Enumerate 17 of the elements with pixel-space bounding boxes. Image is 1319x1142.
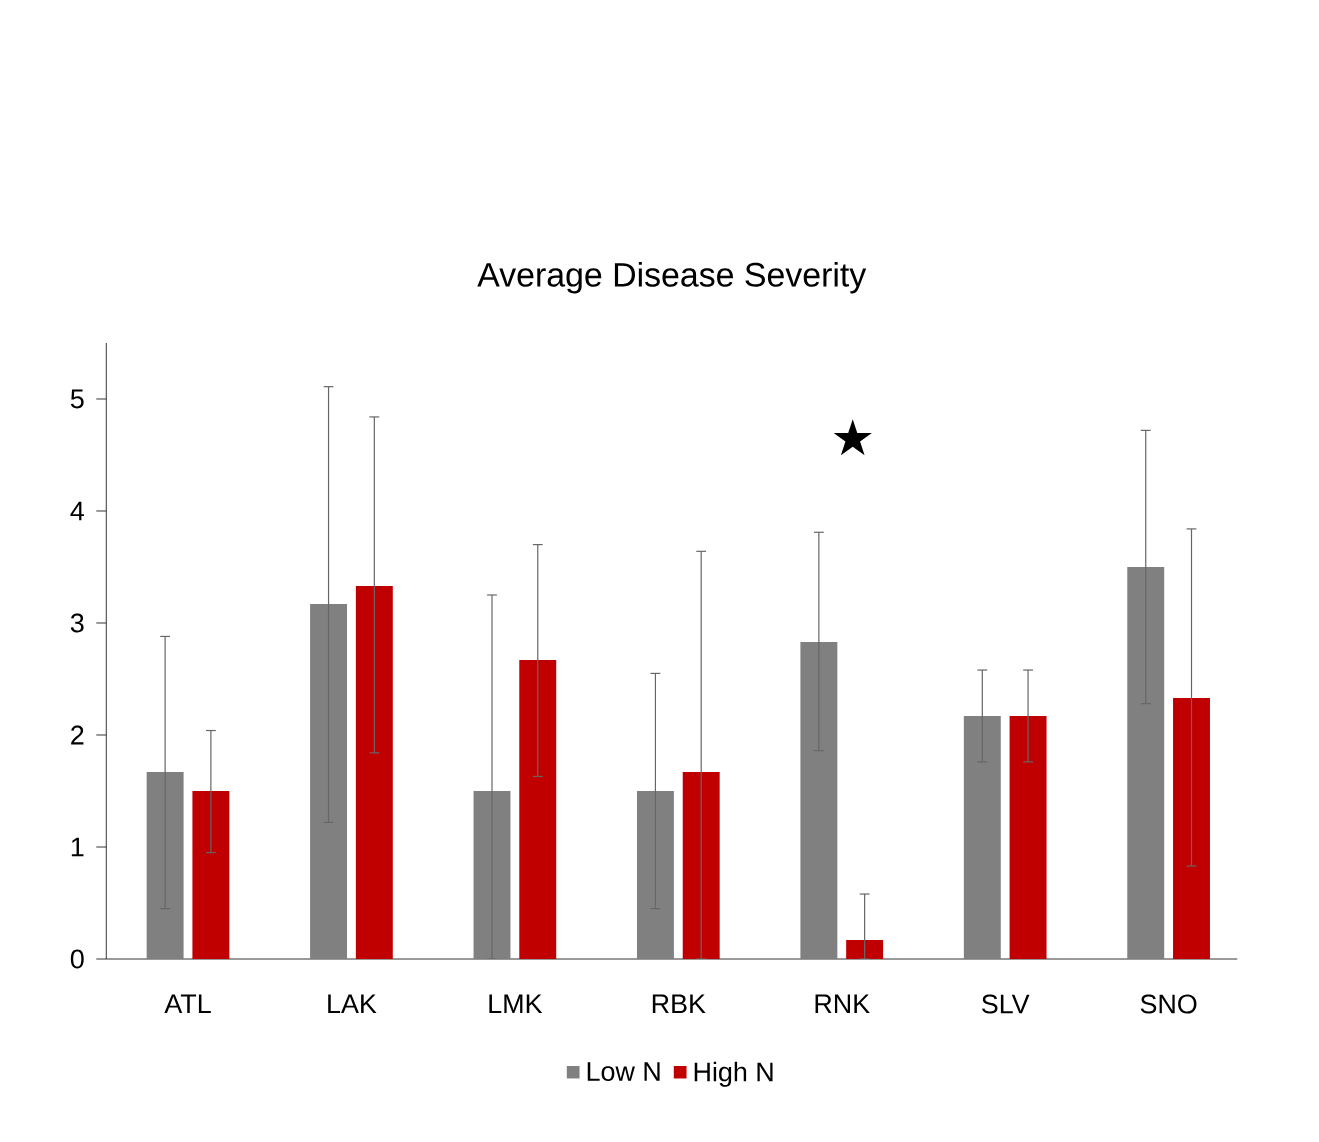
x-tick-label: SNO: [1140, 994, 1197, 1014]
x-tick-label: LMK: [489, 994, 543, 1014]
x-tick-label: SLV: [981, 994, 1030, 1014]
x-tick-label: RNK: [815, 994, 870, 1014]
chart-title: Average Disease Severity: [477, 261, 867, 294]
x-tick-label: ATL: [164, 994, 211, 1014]
y-tick-label: 2: [71, 725, 84, 745]
y-tick-label: 3: [70, 613, 84, 633]
y-tick-label: 5: [70, 389, 84, 409]
legend-label: High N: [694, 1061, 773, 1087]
y-tick-label: 0: [70, 949, 84, 969]
annotation: ★: [833, 419, 872, 456]
legend-label: Low N: [587, 1062, 660, 1082]
x-tick-label: LAK: [328, 994, 377, 1014]
y-tick-label: 4: [70, 501, 84, 521]
x-tick-label: RBK: [652, 994, 706, 1014]
y-tick-label: 1: [71, 837, 84, 857]
